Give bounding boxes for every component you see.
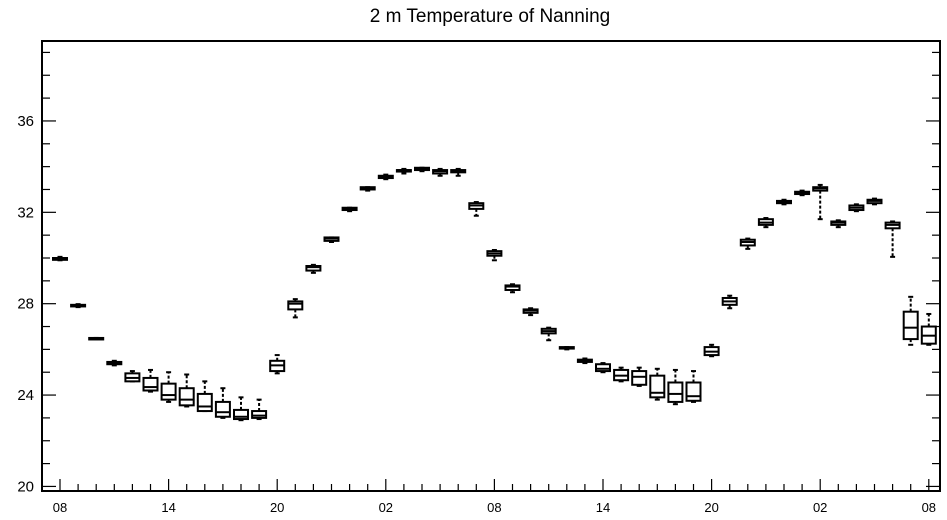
- iqr-box: [305, 265, 322, 272]
- iqr-box: [287, 300, 304, 311]
- x-tick-label: 08: [487, 500, 501, 515]
- box-plot: [52, 255, 68, 262]
- box-plot: [739, 237, 756, 250]
- box-plot: [142, 368, 159, 393]
- box-plot: [558, 346, 575, 351]
- iqr-box: [196, 392, 213, 413]
- box-plot: [468, 201, 485, 217]
- box-plot: [414, 166, 430, 173]
- box-plot: [540, 326, 557, 342]
- y-tick-label: 20: [17, 478, 34, 495]
- box-plot: [631, 366, 648, 387]
- iqr-box: [142, 376, 159, 392]
- chart-title: 2 m Temperature of Nanning: [370, 6, 610, 27]
- x-tick-label: 14: [161, 500, 175, 515]
- box-plot: [776, 198, 792, 206]
- box-plot: [794, 189, 811, 197]
- box-plot: [214, 387, 231, 419]
- box-plot: [522, 307, 539, 317]
- box-plot: [160, 371, 177, 403]
- iqr-box: [902, 310, 919, 341]
- box-plot: [432, 167, 449, 177]
- iqr-box: [631, 370, 648, 386]
- box-plot: [486, 249, 503, 262]
- box-plot: [359, 186, 376, 192]
- box-plot: [106, 359, 123, 367]
- box-plot: [613, 366, 630, 383]
- x-tick-label: 20: [270, 500, 284, 515]
- box-plot: [377, 173, 394, 181]
- box-plot: [450, 167, 467, 177]
- iqr-box: [160, 382, 177, 401]
- box-plot: [305, 263, 322, 274]
- box-plot: [251, 398, 268, 421]
- box-plot: [866, 197, 883, 206]
- box-plot: [902, 295, 919, 346]
- x-tick-label: 08: [922, 500, 936, 515]
- y-axis: 20 24 28 32 36: [17, 51, 940, 495]
- box-plot: [830, 219, 847, 229]
- iqr-box: [667, 381, 684, 403]
- box-plot: [703, 343, 720, 358]
- box-plot: [70, 303, 87, 309]
- y-tick-label: 32: [17, 204, 34, 221]
- box-plot: [721, 294, 738, 310]
- box-plot: [504, 283, 521, 294]
- box-plot: [323, 236, 340, 244]
- plot-frame: [41, 40, 941, 492]
- box-plot: [685, 370, 702, 403]
- box-plot: [178, 373, 195, 408]
- box-plot: [287, 298, 304, 319]
- iqr-box: [214, 400, 231, 418]
- box-plot: [395, 167, 412, 175]
- box-plot: [124, 370, 141, 383]
- x-tick-label: 02: [813, 500, 827, 515]
- iqr-box: [649, 374, 666, 399]
- box-plot: [233, 396, 249, 422]
- iqr-box: [504, 284, 521, 291]
- box-plot: [88, 336, 105, 341]
- box-plot: [595, 362, 611, 374]
- iqr-box: [233, 408, 249, 421]
- box-plot: [848, 203, 865, 213]
- x-tick-label: 08: [53, 500, 67, 515]
- box-plot: [341, 206, 358, 213]
- y-tick-label: 28: [17, 296, 34, 313]
- box-plot: [757, 217, 774, 229]
- box-plot: [667, 368, 684, 406]
- y-tick-label: 36: [17, 113, 34, 130]
- box-plot: [812, 183, 829, 221]
- box-plot: [649, 367, 666, 401]
- box-plot: [920, 312, 937, 346]
- box-series: [52, 166, 937, 422]
- iqr-box: [595, 363, 611, 373]
- x-tick-label: 14: [596, 500, 610, 515]
- iqr-box: [178, 387, 195, 407]
- iqr-box: [685, 381, 702, 402]
- x-axis: 08 14 20 02 08 14 20 02 08: [53, 479, 936, 515]
- box-plot: [269, 354, 286, 375]
- iqr-box: [251, 410, 268, 419]
- x-tick-label: 20: [704, 500, 718, 515]
- y-tick-label: 24: [17, 387, 34, 404]
- box-plot: [884, 220, 901, 258]
- box-plot: [576, 357, 593, 365]
- box-plot: [196, 380, 213, 413]
- x-tick-label: 02: [379, 500, 393, 515]
